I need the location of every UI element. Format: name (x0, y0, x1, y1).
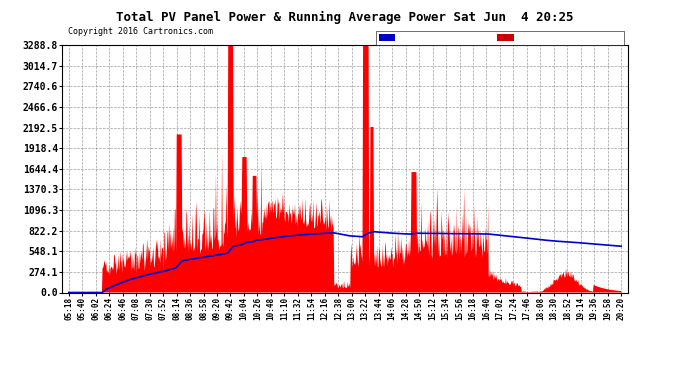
Text: Copyright 2016 Cartronics.com: Copyright 2016 Cartronics.com (68, 27, 213, 36)
Text: Total PV Panel Power & Running Average Power Sat Jun  4 20:25: Total PV Panel Power & Running Average P… (116, 11, 574, 24)
Legend: Average  (DC Watts), PV Panels  (DC Watts): Average (DC Watts), PV Panels (DC Watts) (376, 31, 624, 45)
